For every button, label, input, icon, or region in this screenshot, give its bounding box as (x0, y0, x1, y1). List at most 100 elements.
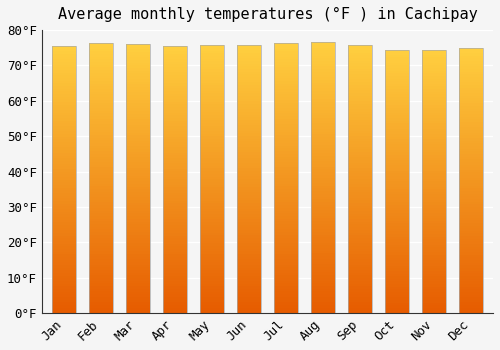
Bar (274, 186, 298, 189)
Bar (200, 211, 224, 214)
Bar (348, 195, 372, 198)
Bar (459, 220, 483, 223)
Bar (52, 65, 76, 67)
Bar (274, 235, 298, 238)
Bar (422, 279, 446, 281)
Bar (274, 140, 298, 143)
Bar (422, 136, 446, 139)
Bar (126, 49, 150, 52)
Bar (163, 62, 187, 64)
Bar (52, 297, 76, 300)
Bar (274, 121, 298, 124)
Bar (422, 68, 446, 71)
Bar (274, 105, 298, 108)
Bar (89, 248, 113, 251)
Bar (52, 305, 76, 308)
Bar (163, 102, 187, 105)
Bar (126, 100, 150, 103)
Bar (52, 163, 76, 166)
Bar (89, 278, 113, 281)
Bar (385, 57, 409, 60)
Bar (274, 103, 298, 105)
Bar (126, 114, 150, 117)
Bar (200, 96, 224, 99)
Bar (237, 262, 261, 265)
Bar (311, 253, 335, 256)
Bar (237, 198, 261, 201)
Bar (52, 302, 76, 305)
Bar (348, 230, 372, 232)
Bar (237, 241, 261, 243)
Bar (52, 49, 76, 51)
Bar (163, 262, 187, 265)
Bar (348, 58, 372, 61)
Bar (237, 136, 261, 139)
Bar (385, 289, 409, 292)
Bar (237, 139, 261, 141)
Bar (89, 238, 113, 240)
Bar (89, 275, 113, 278)
Bar (89, 302, 113, 305)
Bar (274, 138, 298, 140)
Bar (89, 84, 113, 86)
Bar (422, 150, 446, 152)
Bar (422, 113, 446, 116)
Bar (200, 118, 224, 120)
Bar (89, 254, 113, 257)
Bar (422, 60, 446, 63)
Bar (422, 195, 446, 197)
Bar (237, 230, 261, 233)
Bar (274, 151, 298, 154)
Bar (89, 197, 113, 200)
Bar (237, 308, 261, 310)
Bar (274, 111, 298, 113)
Bar (274, 197, 298, 200)
Bar (200, 230, 224, 233)
Bar (348, 214, 372, 216)
Bar (311, 202, 335, 205)
Bar (385, 279, 409, 281)
Bar (311, 226, 335, 229)
Bar (52, 212, 76, 214)
Bar (274, 49, 298, 51)
Bar (459, 257, 483, 260)
Bar (52, 241, 76, 244)
Bar (163, 182, 187, 185)
Bar (459, 268, 483, 271)
Bar (237, 149, 261, 152)
Bar (348, 125, 372, 128)
Bar (422, 100, 446, 102)
Bar (385, 218, 409, 221)
Bar (348, 44, 372, 47)
Bar (274, 170, 298, 173)
Bar (422, 231, 446, 234)
Bar (126, 176, 150, 178)
Bar (348, 310, 372, 313)
Bar (459, 279, 483, 281)
Bar (163, 105, 187, 107)
Bar (237, 53, 261, 56)
Bar (163, 257, 187, 260)
Bar (459, 194, 483, 196)
Bar (126, 68, 150, 71)
Bar (163, 209, 187, 211)
Bar (459, 302, 483, 305)
Bar (52, 86, 76, 89)
Bar (348, 106, 372, 109)
Bar (459, 53, 483, 56)
Bar (422, 295, 446, 297)
Bar (385, 173, 409, 176)
Bar (274, 73, 298, 76)
Bar (237, 259, 261, 262)
Bar (422, 63, 446, 65)
Bar (422, 226, 446, 229)
Bar (311, 221, 335, 224)
Bar (163, 286, 187, 289)
Bar (126, 208, 150, 211)
Bar (126, 57, 150, 60)
Bar (52, 67, 76, 70)
Bar (459, 199, 483, 202)
Bar (126, 87, 150, 90)
Bar (52, 300, 76, 302)
Bar (422, 274, 446, 276)
